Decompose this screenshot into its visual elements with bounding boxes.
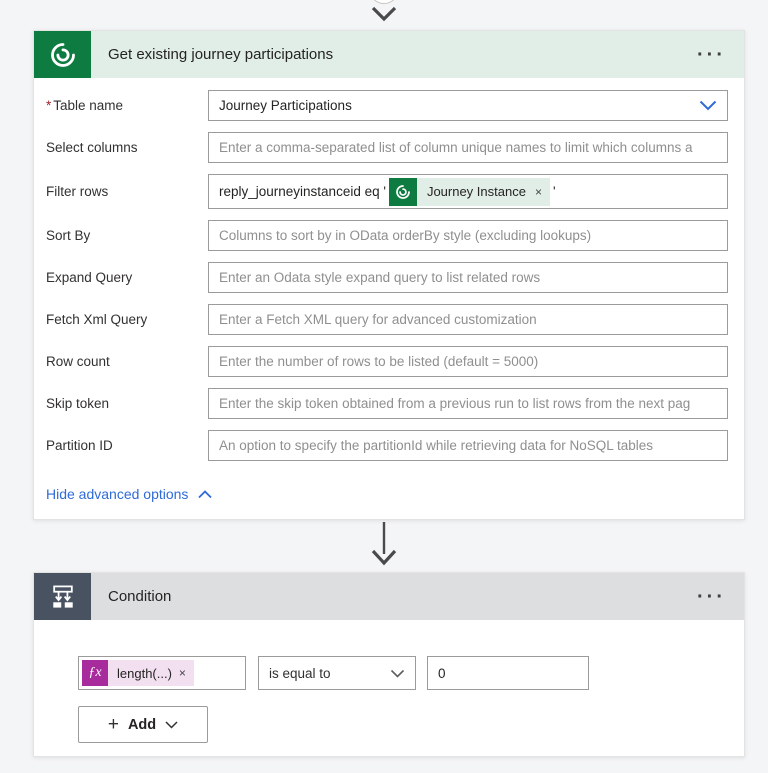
field-row-select-columns: Select columns — [46, 132, 728, 163]
plus-icon: + — [107, 714, 119, 735]
condition-card-title: Condition — [108, 588, 172, 605]
condition-operand2-input[interactable] — [427, 656, 589, 690]
field-row-table-name: * Table name Journey Participations — [46, 90, 728, 121]
add-condition-button[interactable]: + Add — [78, 706, 208, 743]
skip-token-input[interactable] — [208, 388, 728, 419]
add-button-label: Add — [127, 716, 157, 733]
field-label: Row count — [46, 354, 110, 369]
filter-rows-input[interactable]: reply_journeyinstanceid eq ' Journey Ins… — [208, 174, 728, 209]
field-label: Skip token — [46, 396, 110, 411]
chevron-down-icon — [699, 100, 717, 111]
filter-expression-text: reply_journeyinstanceid eq ' — [219, 184, 386, 199]
fx-expression-icon: ƒx — [82, 660, 108, 686]
field-row-skip-token: Skip token — [46, 388, 728, 419]
remove-token-icon[interactable]: × — [178, 666, 186, 680]
remove-token-icon[interactable]: × — [534, 184, 542, 199]
table-name-dropdown[interactable]: Journey Participations — [208, 90, 728, 121]
plus-icon: + — [380, 0, 388, 3]
select-columns-input[interactable] — [208, 132, 728, 163]
required-asterisk: * — [46, 98, 52, 113]
condition-branch-icon — [34, 573, 91, 620]
hide-advanced-options-link[interactable]: Hide advanced options — [46, 486, 213, 502]
dataverse-icon — [34, 31, 91, 78]
action-card-get-journey-participations: Get existing journey participations ··· … — [33, 30, 745, 520]
chevron-up-icon — [198, 489, 213, 498]
field-row-row-count: Row count — [46, 346, 728, 377]
condition-card: Condition ··· ƒx length(...) × is equal … — [33, 572, 745, 757]
condition-operand1-input[interactable]: ƒx length(...) × — [78, 656, 246, 690]
expand-query-input[interactable] — [208, 262, 728, 293]
filter-expression-text-suffix: ' — [552, 184, 556, 199]
condition-row: ƒx length(...) × is equal to — [78, 656, 728, 690]
field-label: Expand Query — [46, 270, 133, 285]
field-row-expand-query: Expand Query — [46, 262, 728, 293]
field-row-filter-rows: Filter rows reply_journeyinstanceid eq '… — [46, 174, 728, 209]
condition-card-header[interactable]: Condition ··· — [34, 573, 744, 620]
table-name-value: Journey Participations — [219, 98, 352, 113]
operator-value: is equal to — [269, 665, 331, 681]
field-label: Select columns — [46, 140, 138, 155]
field-row-sort-by: Sort By — [46, 220, 728, 251]
flow-connector-arrow — [371, 522, 397, 566]
hide-advanced-options-label: Hide advanced options — [46, 486, 189, 502]
field-row-partition-id: Partition ID — [46, 430, 728, 461]
field-label: Fetch Xml Query — [46, 312, 148, 327]
action-card-body: * Table name Journey Participations Selec… — [34, 78, 744, 504]
flow-arrow-icon — [371, 6, 397, 22]
insert-step-button[interactable]: + — [369, 0, 399, 4]
field-label: Partition ID — [46, 438, 113, 453]
field-label: * Table name — [46, 98, 124, 113]
more-options-button[interactable]: ··· — [697, 585, 726, 608]
chevron-down-icon — [165, 720, 178, 729]
dataverse-icon — [388, 177, 417, 206]
dynamic-content-token-journey-instance[interactable]: Journey Instance × — [388, 177, 550, 206]
sort-by-input[interactable] — [208, 220, 728, 251]
condition-operator-dropdown[interactable]: is equal to — [258, 656, 416, 690]
more-options-button[interactable]: ··· — [697, 43, 726, 66]
fetch-xml-query-input[interactable] — [208, 304, 728, 335]
field-label: Filter rows — [46, 184, 109, 199]
action-card-title: Get existing journey participations — [108, 46, 334, 63]
expression-label: length(...) — [117, 665, 172, 681]
chevron-down-icon — [390, 669, 405, 678]
row-count-input[interactable] — [208, 346, 728, 377]
partition-id-input[interactable] — [208, 430, 728, 461]
condition-card-body: ƒx length(...) × is equal to + Add — [34, 620, 744, 743]
token-label: Journey Instance — [426, 184, 526, 199]
field-label: Sort By — [46, 228, 91, 243]
field-row-fetch-xml-query: Fetch Xml Query — [46, 304, 728, 335]
expression-token-length[interactable]: ƒx length(...) × — [82, 660, 194, 686]
action-card-header[interactable]: Get existing journey participations ··· — [34, 31, 744, 78]
